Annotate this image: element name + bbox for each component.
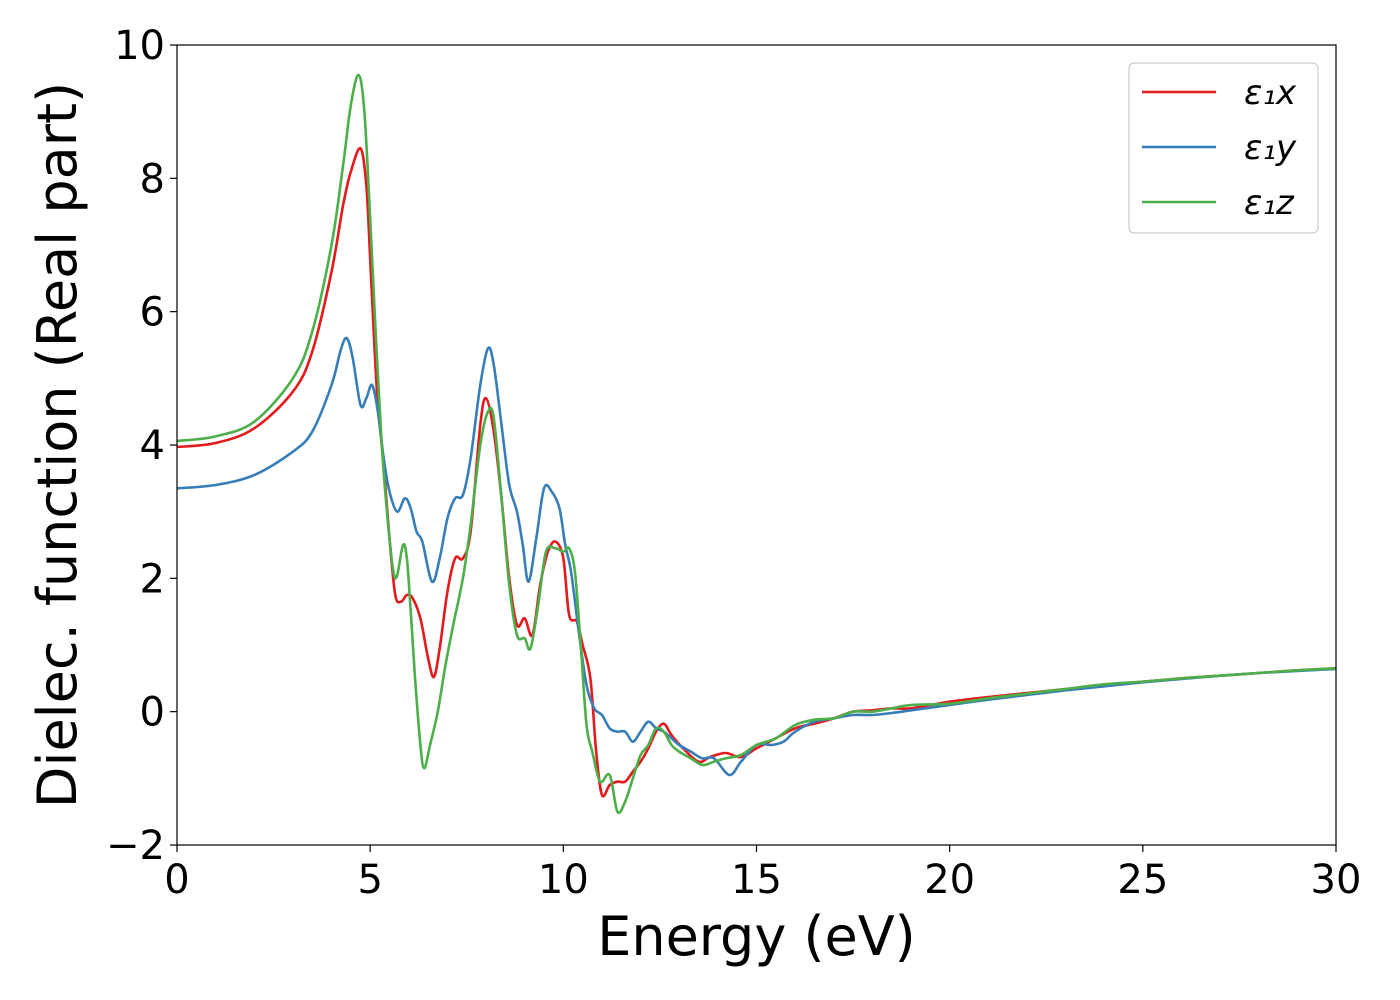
x-tick-label: 30 xyxy=(1311,857,1362,903)
y-tick-label: 8 xyxy=(140,156,165,202)
series-line-3 xyxy=(177,73,1336,815)
series-layer xyxy=(177,73,1336,815)
legend-box xyxy=(1128,62,1319,234)
legend-label-3: ε₁z xyxy=(1244,183,1295,223)
x-tick-label: 0 xyxy=(164,857,189,903)
x-tick-label: 5 xyxy=(357,857,382,903)
x-tick-label: 15 xyxy=(731,857,782,903)
legend-label-2: ε₁y xyxy=(1244,128,1297,168)
legend-label-1: ε₁x xyxy=(1244,73,1297,113)
x-tick-label: 10 xyxy=(538,857,589,903)
series-line-1 xyxy=(177,147,1336,798)
y-tick-label: 6 xyxy=(140,290,165,336)
y-tick-label: 2 xyxy=(140,556,165,602)
series-line-2 xyxy=(177,336,1336,777)
y-tick-label: 4 xyxy=(140,423,165,469)
y-tick-label: 10 xyxy=(114,23,165,69)
y-tick-label: 0 xyxy=(140,690,165,736)
y-tick-label: −2 xyxy=(106,823,165,869)
y-axis-label: Dielec. function (Real part) xyxy=(26,82,89,808)
legend: ε₁x ε₁y ε₁z xyxy=(1128,62,1319,234)
x-axis-label: Energy (eV) xyxy=(597,905,916,968)
x-tick-label: 25 xyxy=(1117,857,1168,903)
x-tick-label: 20 xyxy=(924,857,975,903)
